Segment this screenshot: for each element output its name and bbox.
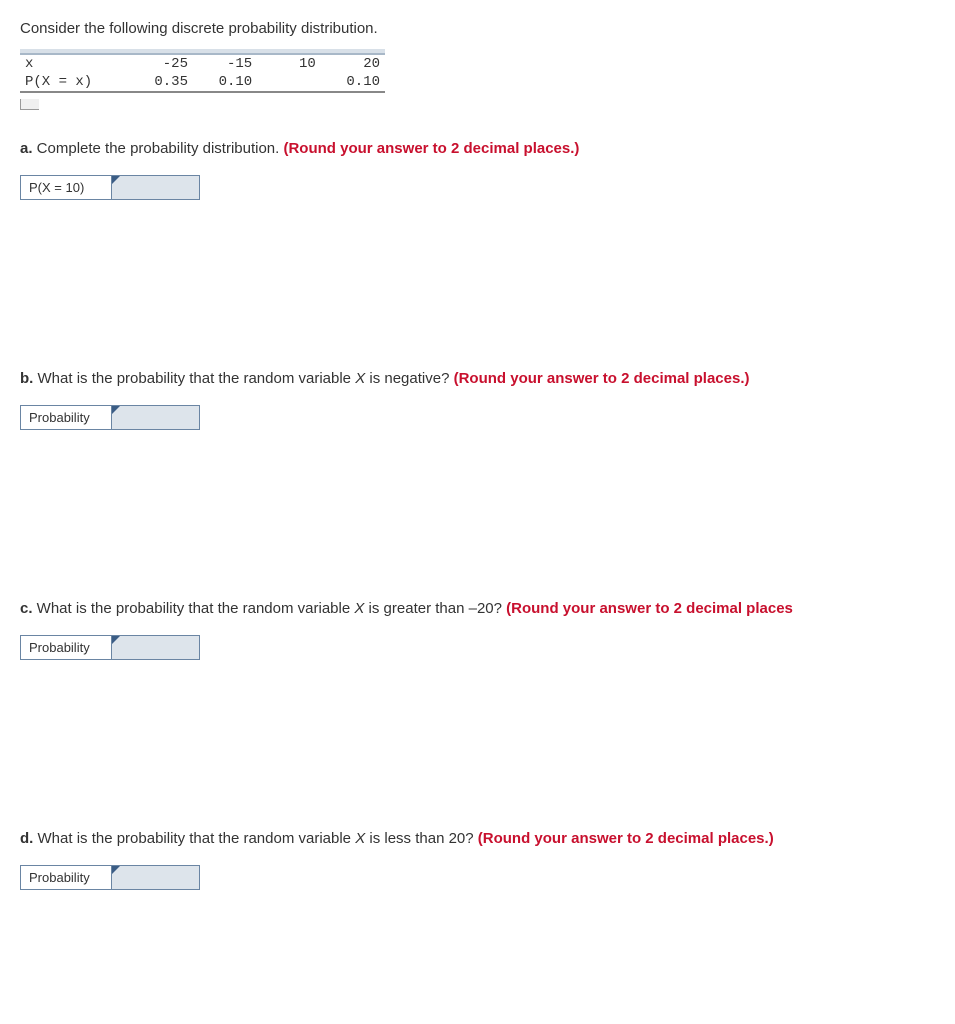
question-c: c. What is the probability that the rand…	[20, 600, 955, 660]
answer-d-input-wrap[interactable]	[112, 865, 200, 890]
answer-a-input[interactable]	[112, 176, 199, 199]
x-col-2: 10	[257, 55, 321, 73]
answer-d-label: Probability	[20, 865, 112, 890]
question-c-text: c. What is the probability that the rand…	[20, 600, 955, 617]
table-row-x: x -25 -15 10 20	[20, 55, 385, 73]
answer-c-input-wrap[interactable]	[112, 635, 200, 660]
x-col-3: 20	[321, 55, 385, 73]
question-d-text: d. What is the probability that the rand…	[20, 830, 955, 847]
question-a: a. Complete the probability distribution…	[20, 140, 955, 200]
question-d: d. What is the probability that the rand…	[20, 830, 955, 890]
answer-b-label: Probability	[20, 405, 112, 430]
intro-text: Consider the following discrete probabil…	[20, 20, 955, 37]
scroll-corner-icon	[20, 99, 39, 110]
x-col-0: -25	[129, 55, 193, 73]
answer-c-input[interactable]	[112, 636, 199, 659]
p-col-1: 0.10	[193, 73, 257, 91]
answer-b-input[interactable]	[112, 406, 199, 429]
table-row-p: P(X = x) 0.35 0.10 0.10	[20, 73, 385, 91]
question-b: b. What is the probability that the rand…	[20, 370, 955, 430]
answer-a-label: P(X = 10)	[20, 175, 112, 200]
answer-d-input[interactable]	[112, 866, 199, 889]
question-b-text: b. What is the probability that the rand…	[20, 370, 955, 387]
answer-a-input-wrap[interactable]	[112, 175, 200, 200]
question-a-text: a. Complete the probability distribution…	[20, 140, 955, 157]
answer-b-input-wrap[interactable]	[112, 405, 200, 430]
row-label-x: x	[20, 55, 129, 73]
p-col-3: 0.10	[321, 73, 385, 91]
distribution-table: x -25 -15 10 20 P(X = x) 0.35 0.10 0.10	[20, 53, 385, 93]
p-col-0: 0.35	[129, 73, 193, 91]
row-label-p: P(X = x)	[20, 73, 129, 91]
answer-c-label: Probability	[20, 635, 112, 660]
p-col-2	[257, 73, 321, 91]
x-col-1: -15	[193, 55, 257, 73]
